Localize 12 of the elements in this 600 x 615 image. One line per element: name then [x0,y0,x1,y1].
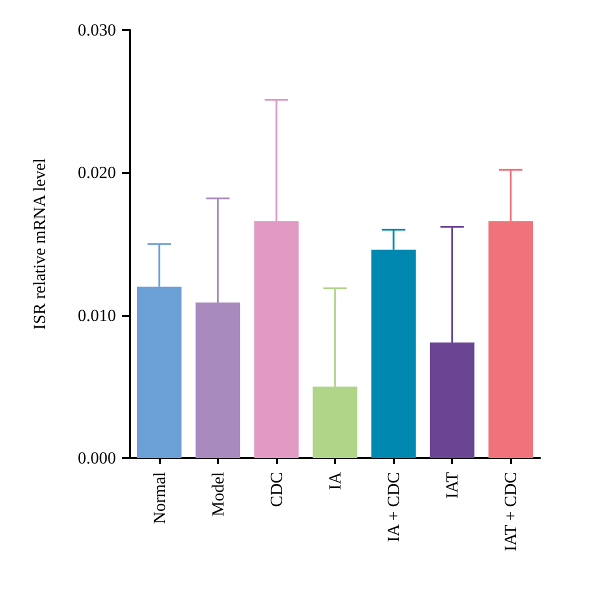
x-tick-label: IA + CDC [384,472,404,542]
x-tick-label: Normal [150,472,169,524]
x-tick-label: CDC [266,472,286,507]
x-tick-label: IAT + CDC [501,472,520,552]
y-axis-title: ISR relative mRNA level [30,158,49,330]
y-tick-label: 0.030 [78,20,116,40]
x-tick-label: IAT [442,471,462,498]
y-tick-label: 0.010 [78,306,116,325]
x-tick-label: Model [208,472,228,516]
y-tick-label: 0.020 [78,163,116,182]
y-tick-label: 0.000 [78,448,116,468]
x-tick-label: IA [326,471,344,490]
